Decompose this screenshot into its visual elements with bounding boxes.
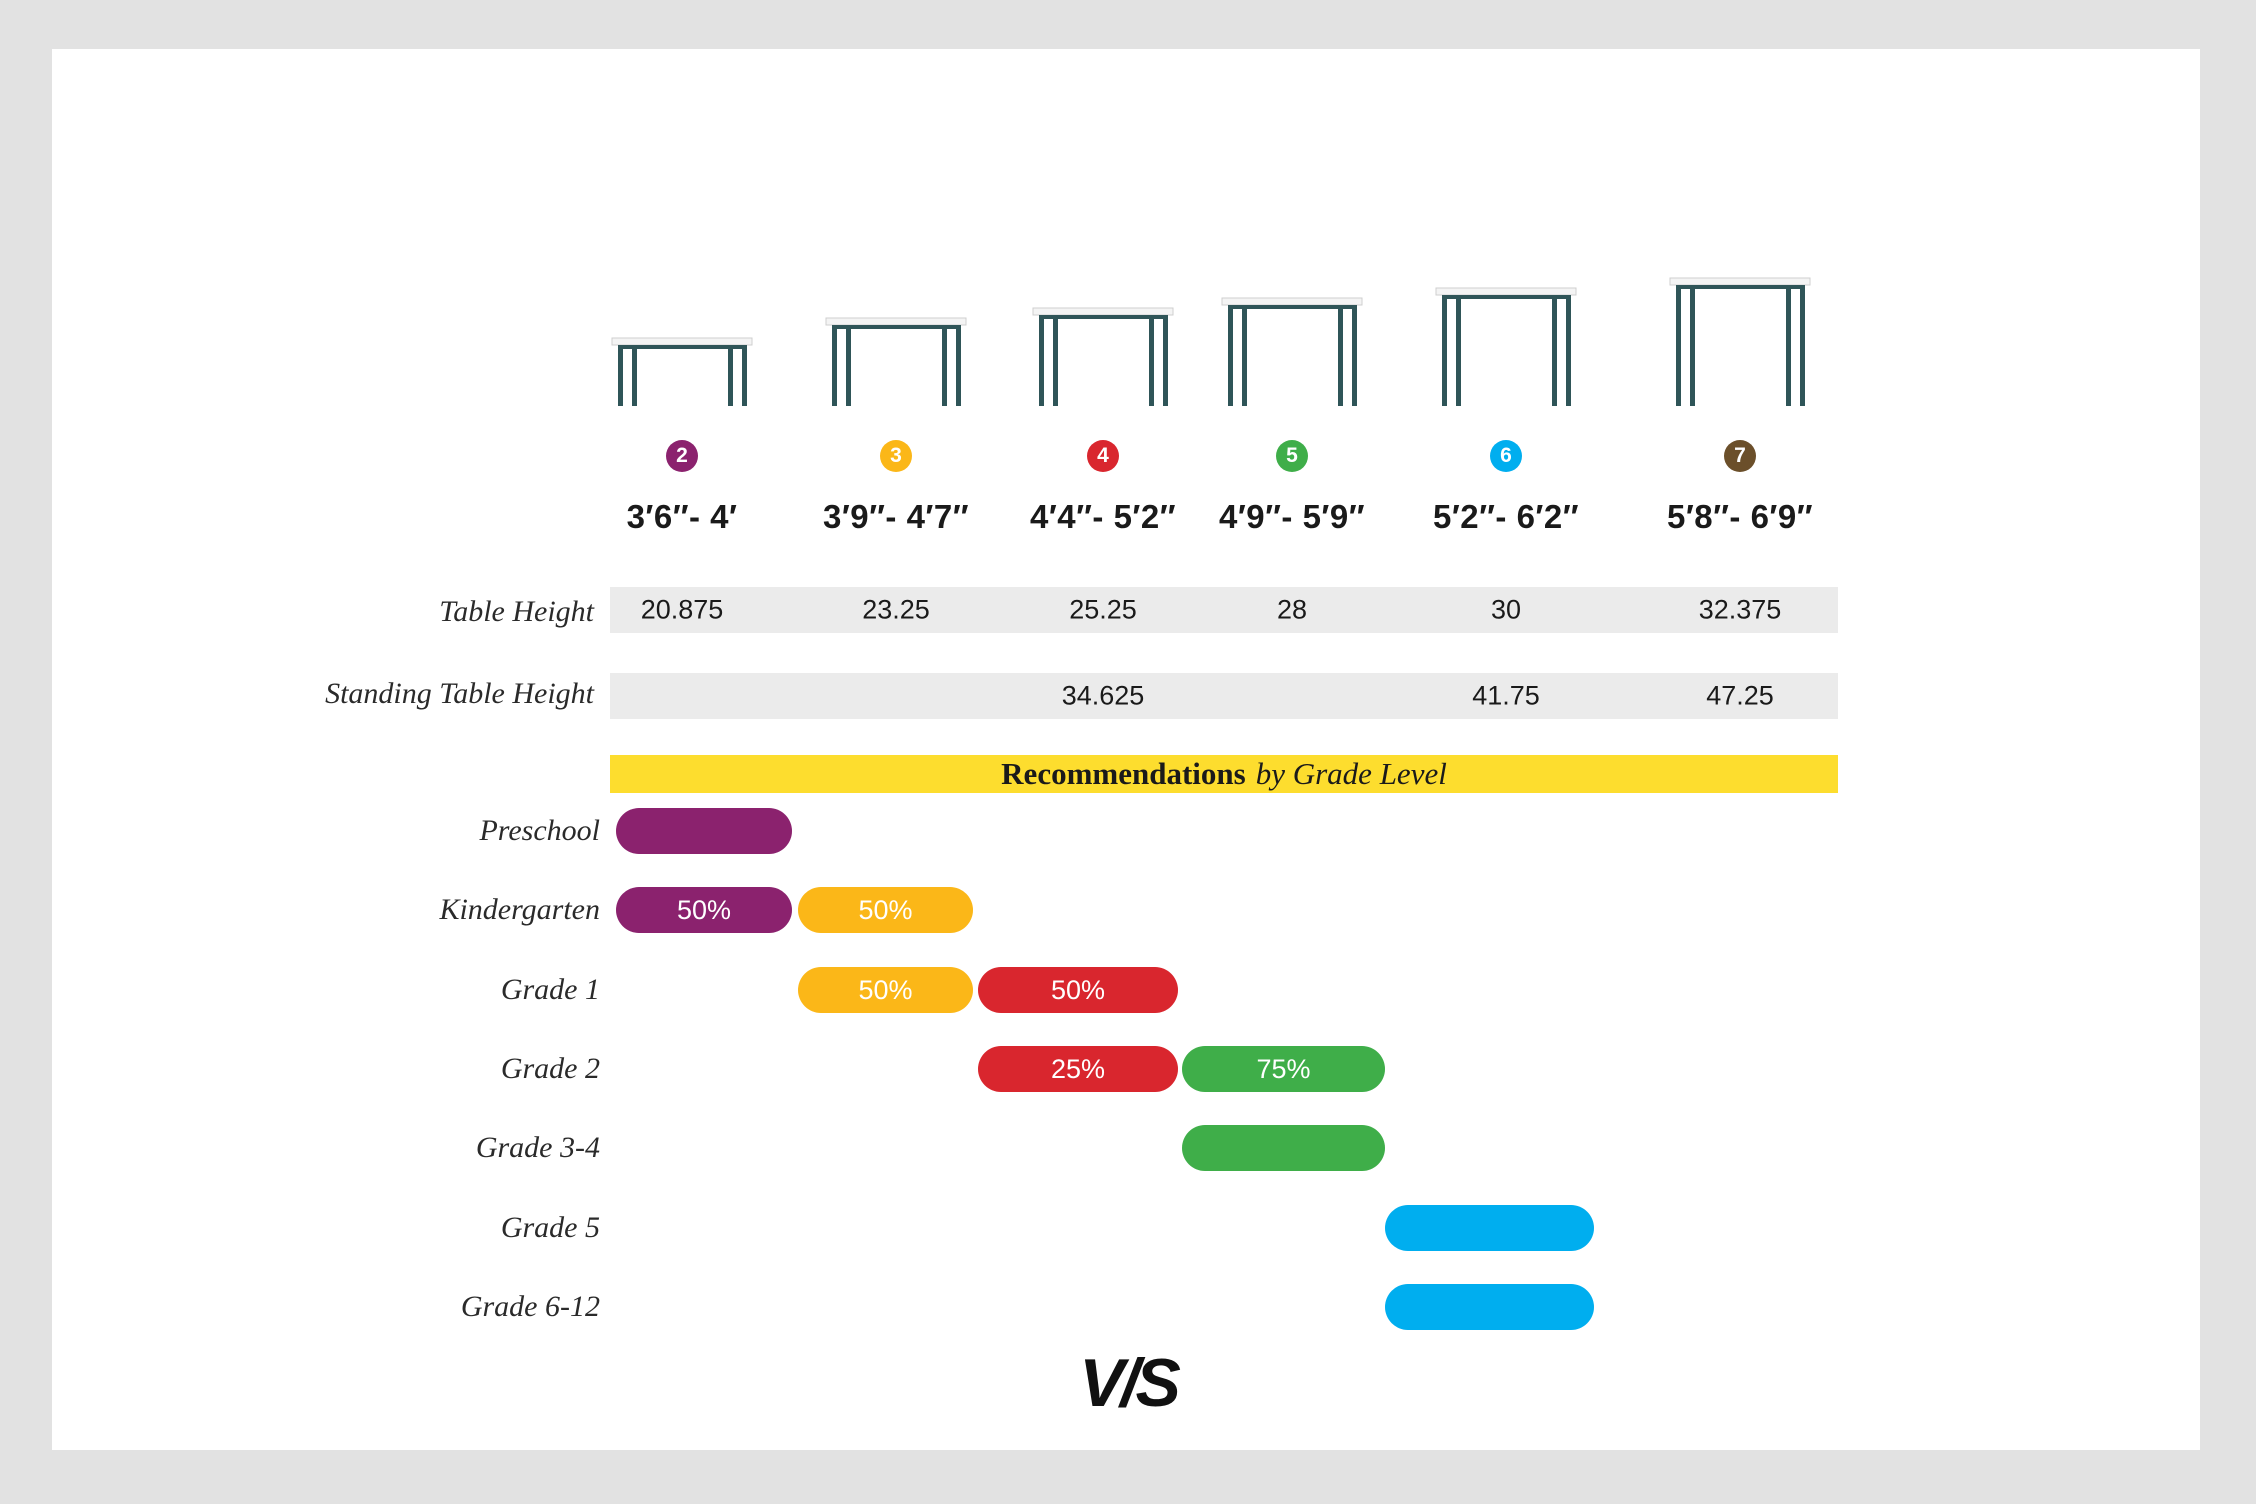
table-icon — [1669, 277, 1811, 406]
size-badge: 2 — [666, 440, 698, 472]
grade-bar: 50% — [616, 887, 792, 934]
grade-label: Grade 2 — [500, 1051, 600, 1085]
grade-label: Grade 1 — [500, 972, 600, 1006]
size-badge: 3 — [880, 440, 912, 472]
size-badge: 7 — [1724, 440, 1756, 472]
table-icon — [611, 337, 753, 406]
standing-height-value: 34.625 — [1061, 680, 1145, 711]
standing-height-value: 41.75 — [1472, 680, 1540, 711]
table-height-value: 30 — [1490, 594, 1522, 625]
size-badge: 6 — [1490, 440, 1522, 472]
grade-bar — [616, 808, 792, 854]
chart-card — [52, 49, 2200, 1450]
table-height-value: 28 — [1276, 594, 1308, 625]
standing-height-value: 47.25 — [1706, 680, 1774, 711]
recommendations-subtitle: by Grade Level — [1255, 756, 1447, 791]
grade-bar: 75% — [1182, 1045, 1385, 1092]
table-icon — [1435, 287, 1577, 406]
grade-bar — [1385, 1204, 1594, 1251]
height-range-label: 4′4″- 5′2″ — [1029, 498, 1177, 535]
size-badge: 4 — [1087, 440, 1119, 472]
grade-bar — [1182, 1125, 1385, 1172]
standing-height-band — [610, 673, 1838, 719]
grade-label: Preschool — [479, 814, 600, 847]
table-icon — [1221, 297, 1363, 406]
grade-bar — [1385, 1283, 1594, 1330]
grade-bar: 50% — [798, 887, 973, 934]
height-range-label: 5′2″- 6′2″ — [1432, 498, 1580, 535]
table-icon — [1032, 307, 1174, 406]
grade-bar: 50% — [798, 966, 973, 1013]
height-range-label: 4′9″- 5′9″ — [1218, 498, 1366, 535]
table-height-label: Table Height — [439, 595, 594, 628]
grade-bar: 25% — [978, 1045, 1178, 1092]
grade-label: Grade 3-4 — [475, 1131, 600, 1165]
table-height-value: 23.25 — [862, 594, 930, 625]
recommendations-banner: Recommendations by Grade Level — [610, 755, 1838, 793]
height-range-label: 3′6″- 4′ — [626, 498, 738, 535]
standing-height-label: Standing Table Height — [325, 677, 594, 710]
grade-label: Kindergarten — [439, 893, 600, 927]
height-range-label: 3′9″- 4′7″ — [822, 498, 970, 535]
brand-logo: V/S — [1079, 1345, 1181, 1421]
table-height-band — [610, 587, 1838, 633]
table-icon — [825, 317, 967, 406]
table-height-value: 20.875 — [640, 594, 724, 625]
grade-bar: 50% — [978, 966, 1178, 1013]
size-badge: 5 — [1276, 440, 1308, 472]
grade-label: Grade 5 — [500, 1210, 600, 1244]
recommendations-title: Recommendations — [1001, 756, 1246, 791]
table-height-value: 32.375 — [1698, 594, 1782, 625]
height-range-label: 5′8″- 6′9″ — [1666, 498, 1814, 535]
grade-label: Grade 6-12 — [460, 1289, 600, 1323]
table-height-value: 25.25 — [1069, 594, 1137, 625]
